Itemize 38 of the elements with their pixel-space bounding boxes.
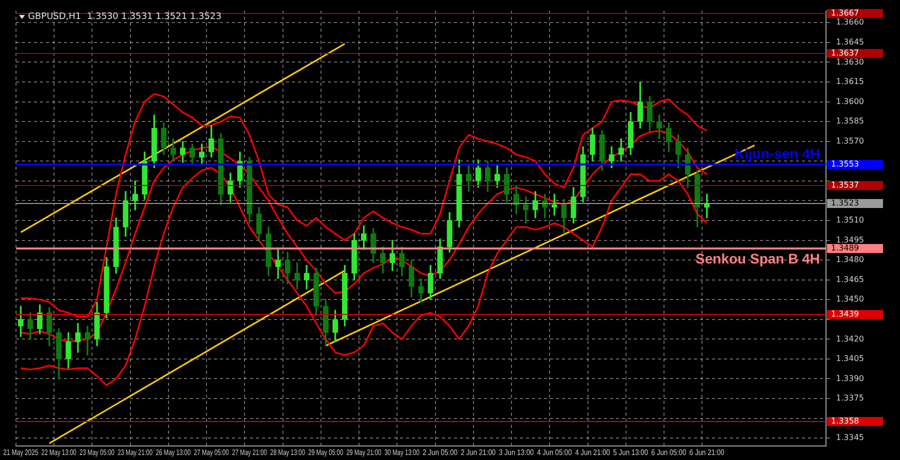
y-tick-label: 1.3645	[836, 38, 864, 47]
x-tick-label: 5 Jun 13:00	[613, 448, 648, 458]
x-tick-label: 3 Jun 13:00	[498, 448, 534, 458]
text: 1.3553	[831, 160, 859, 169]
text: 1.3489	[831, 244, 859, 253]
chart-title: GBPUSD,H1 1.3530 1.3531 1.3521 1.3523	[28, 12, 222, 22]
y-tick-label: 1.3375	[836, 394, 864, 403]
y-tick-label: 1.3660	[836, 18, 864, 27]
y-tick-label: 1.3390	[836, 374, 864, 383]
y-tick-label: 1.3570	[836, 136, 864, 146]
text: 1.3667	[831, 8, 859, 18]
candlestick	[84, 326, 90, 356]
x-tick-label: 2 Jun 21:00	[460, 448, 496, 458]
y-tick-label: 1.3480	[836, 255, 864, 264]
text: 1.3358	[831, 416, 859, 426]
text: 1.3523	[831, 198, 859, 208]
x-tick-label: 4 Jun 21:00	[575, 448, 610, 458]
text: 1.3439	[831, 310, 859, 319]
y-tick-label: 1.3615	[836, 77, 864, 86]
x-tick-label: 6 Jun 05:00	[651, 448, 686, 458]
y-tick-label: 1.3630	[836, 57, 864, 66]
y-tick-label: 1.3450	[836, 294, 864, 304]
y-tick-label: 1.3405	[836, 354, 864, 364]
y-tick-label: 1.3465	[836, 274, 864, 284]
x-tick-label: 6 Jun 21:00	[689, 448, 724, 458]
y-tick-label: 1.3495	[836, 235, 864, 244]
y-tick-label: 1.3420	[836, 334, 864, 344]
x-tick-label: 21 May 2025	[3, 448, 38, 458]
y-tick-label: 1.3510	[836, 216, 864, 225]
y-tick-label: 1.3345	[836, 433, 864, 442]
text: 1.3537	[831, 180, 859, 190]
y-tick-label: 1.3600	[836, 96, 864, 106]
text: 1.3637	[831, 48, 859, 58]
y-tick-label: 1.3585	[836, 116, 864, 126]
ref-line-label: Kijun-sen 4H	[734, 145, 820, 162]
ref-line-label: Senkou Span B 4H	[696, 250, 820, 266]
x-tick-label: 4 Jun 05:00	[536, 448, 572, 458]
x-tick-label: 2 Jun 05:00	[422, 448, 458, 458]
